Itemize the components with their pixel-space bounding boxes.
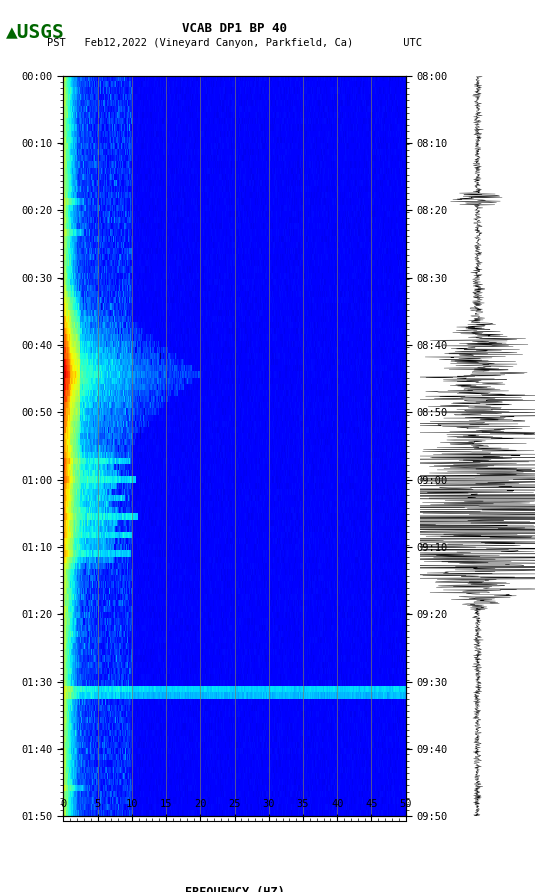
Text: VCAB DP1 BP 40: VCAB DP1 BP 40 xyxy=(182,22,287,36)
X-axis label: FREQUENCY (HZ): FREQUENCY (HZ) xyxy=(185,886,284,892)
Text: ▲USGS: ▲USGS xyxy=(6,22,64,41)
Text: PST   Feb12,2022 (Vineyard Canyon, Parkfield, Ca)        UTC: PST Feb12,2022 (Vineyard Canyon, Parkfie… xyxy=(47,38,422,48)
